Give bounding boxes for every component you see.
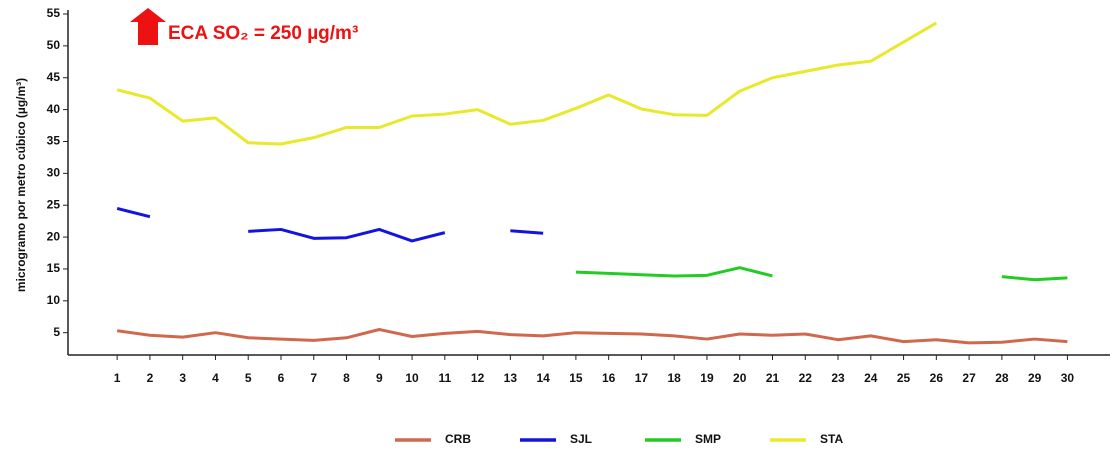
legend-label: SJL (570, 432, 592, 446)
series-line (116, 206, 544, 243)
x-tick-label: 26 (930, 371, 944, 385)
annotation-arrow (130, 8, 166, 45)
y-tick-label: 35 (47, 134, 61, 148)
x-tick-label: 19 (700, 371, 714, 385)
y-tick-label: 15 (47, 261, 61, 275)
y-tick-label: 10 (47, 293, 61, 307)
x-tick-label: 28 (995, 371, 1009, 385)
y-axis-label: microgramo por metro cúbico (µg/m³) (14, 78, 28, 292)
x-tick-label: 13 (504, 371, 518, 385)
annotation: ECA SO₂ = 250 µg/m³ (168, 23, 358, 44)
x-tick-label: 23 (831, 371, 845, 385)
x-tick-label: 9 (376, 371, 383, 385)
x-tick-label: 2 (147, 371, 154, 385)
x-tick-label: 17 (635, 371, 649, 385)
x-tick-label: 29 (1028, 371, 1042, 385)
legend-label: CRB (445, 432, 471, 446)
x-tick-label: 10 (405, 371, 419, 385)
x-tick-label: 24 (864, 371, 878, 385)
x-tick-label: 3 (179, 371, 186, 385)
x-tick-label: 4 (212, 371, 219, 385)
x-tick-label: 7 (310, 371, 317, 385)
y-tick-label: 45 (47, 70, 61, 84)
x-tick-label: 11 (438, 371, 451, 385)
x-tick-label: 20 (733, 371, 747, 385)
y-tick-label: 55 (47, 6, 61, 20)
series-line (116, 328, 1068, 345)
y-tick-label: 40 (47, 102, 61, 116)
x-tick-label: 21 (766, 371, 780, 385)
legend-label: STA (820, 432, 843, 446)
y-tick-label: 5 (53, 325, 60, 339)
x-tick-label: 27 (962, 371, 976, 385)
series-line (116, 21, 938, 146)
x-tick-label: 8 (343, 371, 350, 385)
y-tick-label: 25 (47, 197, 61, 211)
x-tick-label: 25 (897, 371, 911, 385)
x-tick-label: 14 (536, 371, 550, 385)
y-tick-label: 50 (47, 38, 61, 52)
x-tick-label: 15 (569, 371, 583, 385)
x-tick-label: 1 (114, 371, 121, 385)
x-tick-label: 18 (668, 371, 682, 385)
legend-label: SMP (695, 432, 721, 446)
y-tick-label: 20 (47, 229, 61, 243)
x-tick-label: 16 (602, 371, 616, 385)
x-tick-label: 22 (799, 371, 813, 385)
series-line (575, 266, 1068, 282)
x-tick-label: 6 (278, 371, 285, 385)
y-tick-label: 30 (47, 166, 61, 180)
x-tick-label: 30 (1061, 371, 1075, 385)
x-tick-label: 12 (471, 371, 485, 385)
x-tick-label: 5 (245, 371, 252, 385)
